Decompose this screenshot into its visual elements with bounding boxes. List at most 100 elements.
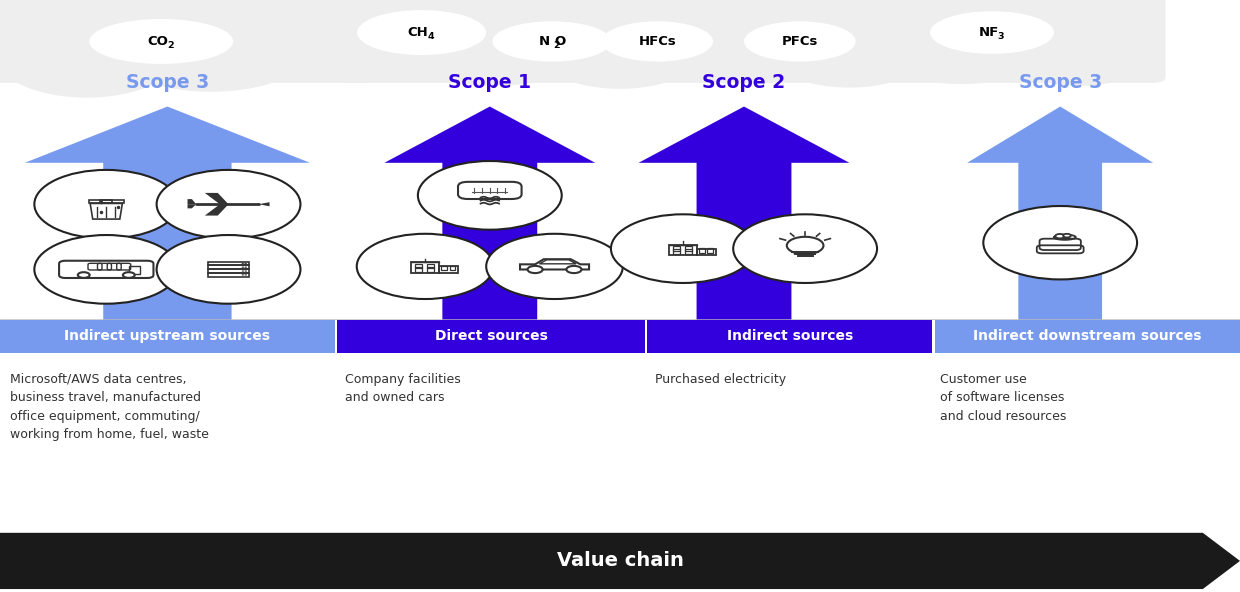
Text: 4: 4: [427, 32, 434, 41]
Text: Scope 3: Scope 3: [1018, 73, 1102, 92]
Circle shape: [998, 9, 1159, 86]
Bar: [0, 41, 1153, 77]
Text: Customer use
of software licenses
and cloud resources: Customer use of software licenses and cl…: [940, 373, 1066, 423]
Circle shape: [567, 266, 582, 273]
Text: PFCs: PFCs: [781, 35, 818, 48]
Circle shape: [242, 271, 244, 272]
Circle shape: [527, 266, 543, 273]
Bar: [672, 246, 681, 250]
Bar: [450, 266, 455, 271]
Bar: [208, 262, 249, 265]
FancyBboxPatch shape: [0, 0, 1166, 83]
Polygon shape: [639, 107, 849, 334]
Bar: [410, 262, 439, 273]
Text: 3: 3: [998, 32, 1004, 41]
Circle shape: [242, 263, 244, 264]
Polygon shape: [967, 107, 1153, 334]
Text: 2: 2: [553, 41, 559, 50]
Circle shape: [244, 271, 247, 272]
Circle shape: [733, 214, 877, 283]
Text: HFCs: HFCs: [639, 35, 676, 48]
Text: Scope 3: Scope 3: [125, 73, 210, 92]
Text: Purchased electricity: Purchased electricity: [655, 373, 786, 386]
Circle shape: [242, 274, 244, 275]
Circle shape: [859, 0, 1063, 84]
Circle shape: [357, 234, 494, 299]
Text: NF: NF: [978, 26, 998, 39]
Circle shape: [35, 170, 179, 239]
Text: Company facilities
and owned cars: Company facilities and owned cars: [345, 373, 460, 404]
Circle shape: [248, 0, 459, 83]
Polygon shape: [259, 202, 269, 206]
Bar: [208, 265, 249, 269]
Polygon shape: [0, 533, 1240, 589]
Bar: [415, 264, 423, 268]
Circle shape: [244, 263, 247, 264]
Bar: [672, 249, 681, 254]
Text: Value chain: Value chain: [557, 551, 683, 571]
Polygon shape: [187, 204, 196, 208]
Text: CH: CH: [408, 26, 429, 39]
Ellipse shape: [744, 21, 856, 62]
Bar: [935, 320, 1240, 353]
Polygon shape: [205, 193, 228, 204]
Bar: [208, 269, 249, 273]
Bar: [668, 244, 697, 255]
Bar: [427, 264, 434, 268]
Circle shape: [1063, 234, 1071, 237]
Circle shape: [244, 274, 247, 275]
Circle shape: [156, 170, 300, 239]
Circle shape: [397, 0, 595, 86]
Text: O: O: [554, 35, 565, 48]
Text: Scope 2: Scope 2: [702, 73, 786, 92]
Bar: [208, 274, 249, 276]
Bar: [699, 248, 706, 253]
Circle shape: [765, 7, 934, 88]
Text: N: N: [538, 35, 549, 48]
Text: Indirect sources: Indirect sources: [727, 329, 853, 343]
Bar: [100, 201, 112, 202]
Circle shape: [99, 0, 322, 92]
Bar: [415, 267, 423, 272]
Text: Microsoft/AWS data centres,
business travel, manufactured
office equipment, comm: Microsoft/AWS data centres, business tra…: [10, 373, 208, 442]
Bar: [439, 266, 459, 273]
Ellipse shape: [357, 10, 486, 55]
Circle shape: [611, 214, 755, 283]
Ellipse shape: [930, 11, 1054, 54]
Ellipse shape: [89, 19, 233, 64]
Circle shape: [1055, 234, 1064, 239]
Bar: [684, 249, 692, 254]
Polygon shape: [25, 107, 310, 334]
Circle shape: [244, 266, 247, 268]
Bar: [647, 320, 932, 353]
Text: Indirect downstream sources: Indirect downstream sources: [973, 329, 1202, 343]
Bar: [427, 267, 434, 272]
Bar: [684, 246, 692, 250]
Polygon shape: [384, 107, 595, 334]
Ellipse shape: [492, 21, 611, 62]
Text: Direct sources: Direct sources: [434, 329, 548, 343]
Circle shape: [418, 161, 562, 230]
Bar: [88, 201, 124, 204]
Circle shape: [35, 235, 179, 304]
Bar: [441, 266, 448, 271]
Circle shape: [242, 266, 244, 268]
Ellipse shape: [601, 21, 713, 62]
Bar: [0, 320, 335, 353]
Circle shape: [123, 272, 135, 278]
Polygon shape: [187, 199, 196, 204]
Circle shape: [486, 234, 622, 299]
Text: CO: CO: [148, 35, 169, 48]
Bar: [337, 320, 645, 353]
Bar: [129, 266, 140, 274]
Text: Scope 1: Scope 1: [449, 73, 531, 92]
Text: 2: 2: [166, 41, 174, 50]
Circle shape: [0, 9, 180, 98]
Bar: [697, 249, 715, 255]
Polygon shape: [205, 204, 228, 215]
Text: Indirect upstream sources: Indirect upstream sources: [64, 329, 270, 343]
Circle shape: [645, 0, 831, 83]
Circle shape: [533, 6, 707, 89]
Circle shape: [983, 206, 1137, 279]
Bar: [707, 248, 713, 253]
